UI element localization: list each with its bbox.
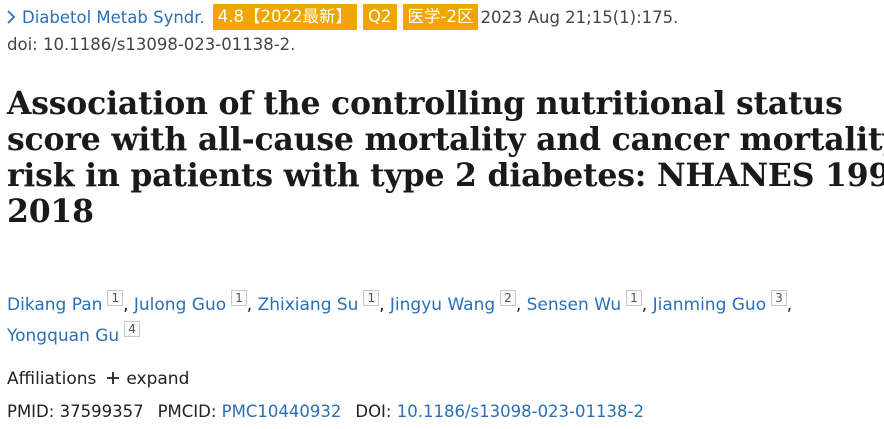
title-line: score with all-cause mortality and cance…: [7, 121, 884, 158]
affiliation-ref[interactable]: 1: [626, 290, 642, 306]
doi-link[interactable]: 10.1186/s13098-023-01138-2: [396, 401, 644, 421]
title-line: 2018: [7, 193, 94, 230]
author-link[interactable]: Jianming Guo: [652, 295, 767, 315]
citation-text: 2023 Aug 21;15(1):175.: [480, 7, 679, 27]
affiliation-ref[interactable]: 3: [771, 290, 787, 306]
affiliation-ref[interactable]: 1: [231, 290, 247, 306]
authors-list: Dikang Pan 1, Julong Guo 1, Zhixiang Su 1, …: [7, 290, 877, 352]
author-link[interactable]: Julong Guo: [133, 295, 227, 315]
affiliations-label: Affiliations: [7, 369, 97, 389]
journal-link[interactable]: Diabetol Metab Syndr.: [22, 7, 205, 27]
affiliation-ref[interactable]: 1: [107, 290, 124, 306]
affiliation-ref[interactable]: 2: [500, 290, 516, 306]
author-link[interactable]: Yongquan Gu: [7, 326, 120, 346]
category-badge: 医学-2区: [402, 4, 479, 30]
author-link[interactable]: Zhixiang Su: [257, 295, 359, 315]
doi-line: doi: 10.1186/s13098-023-01138-2.: [7, 35, 296, 54]
title-line: Association of the controlling nutrition…: [7, 85, 843, 122]
expand-affiliations-button[interactable]: expand: [106, 368, 189, 390]
pmcid-link[interactable]: PMC10440932: [221, 401, 342, 421]
author-link[interactable]: Sensen Wu: [526, 295, 622, 315]
pmid-label: PMID:: [7, 401, 55, 421]
affiliations-row: Affiliations expand: [7, 366, 189, 392]
pmid-value: 37599357: [59, 401, 144, 421]
impact-factor-badge: 4.8【2022最新】: [212, 4, 358, 30]
identifiers-row: PMID: 37599357 PMCID: PMC10440932 DOI: 1…: [7, 398, 658, 424]
affiliation-ref[interactable]: 4: [124, 321, 140, 337]
authors-line: Dikang Pan 1, Julong Guo 1, Zhixiang Su 1, …: [7, 290, 793, 315]
journal-line: Diabetol Metab Syndr. 4.8【2022最新】 Q2 医学-…: [0, 4, 884, 30]
expand-label: expand: [126, 369, 190, 389]
title-line: risk in patients with type 2 diabetes: N…: [7, 157, 884, 194]
article-title: Association of the controlling nutrition…: [7, 85, 884, 230]
quartile-badge: Q2: [363, 4, 397, 30]
author-link[interactable]: Jingyu Wang: [389, 295, 496, 315]
affiliation-ref[interactable]: 1: [363, 290, 380, 306]
authors-line: Yongquan Gu 4: [7, 321, 877, 352]
author-link[interactable]: Dikang Pan: [7, 295, 103, 315]
plus-icon: [106, 368, 120, 390]
doi-label: DOI:: [355, 401, 392, 421]
pmcid-label: PMCID:: [157, 401, 217, 421]
chevron-right-icon[interactable]: [0, 4, 22, 30]
